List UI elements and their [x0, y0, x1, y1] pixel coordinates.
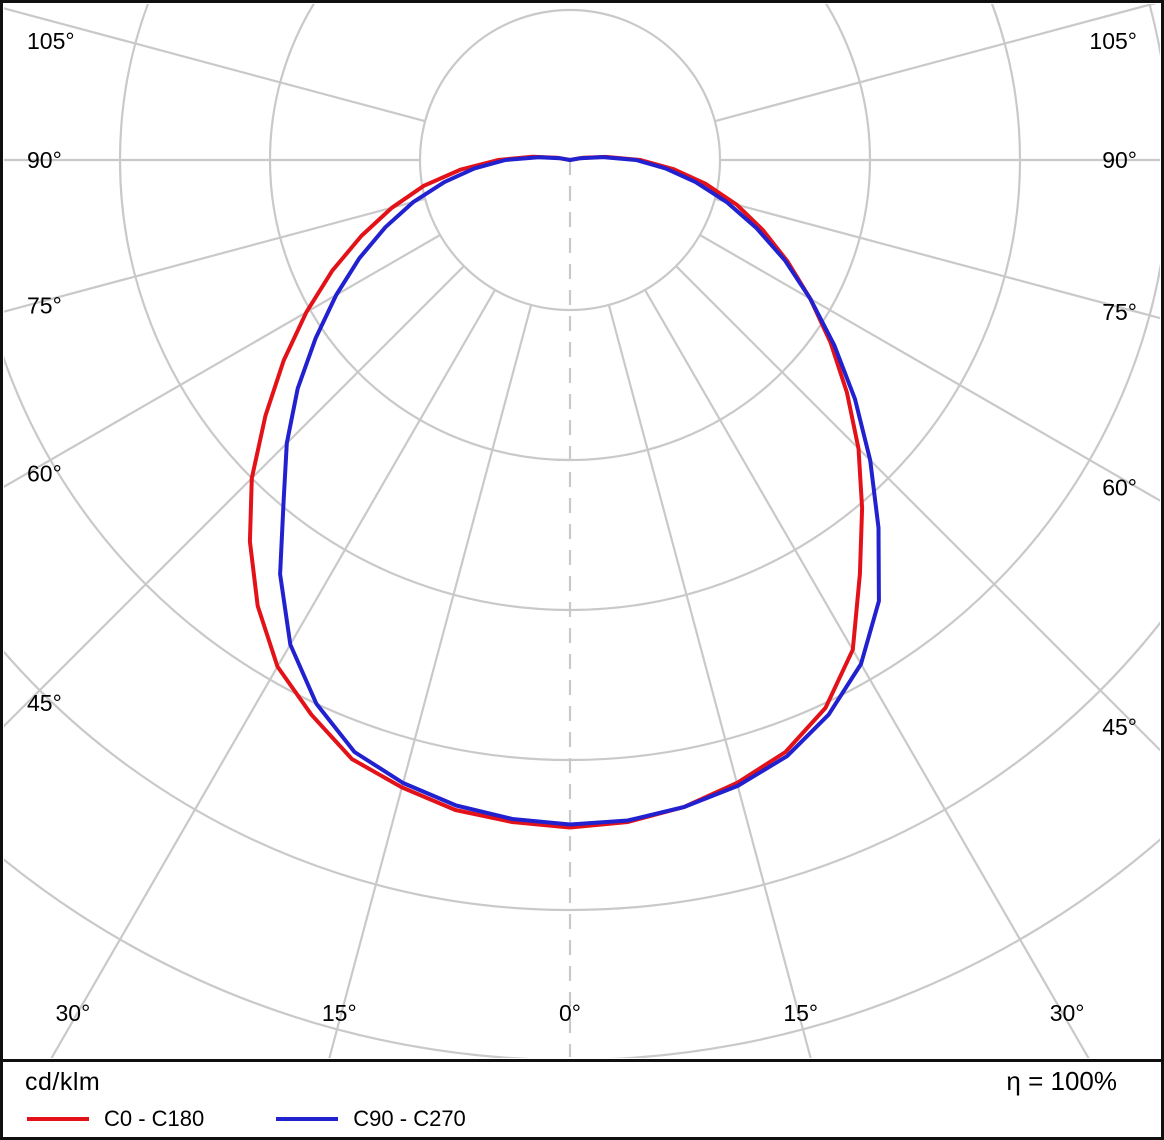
efficiency-label: η = 100%: [1006, 1066, 1117, 1096]
radial-line: [4, 7, 426, 123]
angle-label: 105°: [1089, 28, 1137, 54]
angle-label: 45°: [1102, 714, 1137, 740]
angle-label: 15°: [322, 1000, 357, 1026]
radial-line: [4, 197, 426, 313]
radial-line: [644, 289, 1090, 1058]
series-c0-c180-swatch: [27, 1116, 89, 1121]
intensity-curves: [247, 154, 881, 830]
angle-label: 75°: [27, 292, 62, 318]
ring-circle: [4, 838, 1160, 1058]
angle-label: 30°: [1050, 1000, 1085, 1026]
radial-line: [607, 304, 812, 1058]
ring-circle: [268, 4, 872, 462]
radial-line: [714, 4, 1157, 123]
curve-c0-c180: [247, 154, 865, 830]
legend-entries: C0 - C180 C90 - C270: [25, 1097, 477, 1138]
angle-label: 30°: [56, 1000, 91, 1026]
radial-line: [699, 234, 1160, 502]
angle-label: 0°: [559, 1000, 581, 1026]
angle-label: 90°: [1102, 147, 1137, 173]
radial-line: [4, 234, 441, 489]
angle-label: 75°: [1102, 299, 1137, 325]
series-c0-c180-label: C0 - C180: [104, 1105, 205, 1131]
polar-plot-area: 0° 15° 30° 45° 60° 75° 90° 105° 15° 30° 45° 60° 75° 9…: [3, 3, 1161, 1062]
ring-circle: [119, 4, 1021, 611]
angle-label: 60°: [1102, 474, 1137, 500]
radial-line: [50, 289, 496, 1058]
series-c90-c270-swatch: [276, 1116, 339, 1121]
ring-circle: [4, 621, 1160, 911]
polar-grid: [4, 4, 1160, 1058]
series-c90-c270-label: C90 - C270: [353, 1105, 466, 1131]
units-label: cd/klm: [25, 1068, 101, 1096]
angle-label: 15°: [783, 1000, 818, 1026]
curve-c90-c270: [278, 155, 881, 827]
angle-label: 45°: [27, 690, 62, 716]
radial-line: [714, 197, 1160, 320]
polar-chart-svg: 0° 15° 30° 45° 60° 75° 90° 105° 15° 30° 45° 60° 75° 9…: [4, 4, 1160, 1058]
radial-line: [328, 304, 533, 1058]
angle-label: 90°: [27, 147, 62, 173]
angle-label: 105°: [27, 28, 75, 54]
ring-circle: [4, 4, 1160, 761]
angle-labels: 0° 15° 30° 45° 60° 75° 90° 105° 15° 30° 45° 60° 75° 9…: [27, 28, 1137, 1026]
legend-top-row: cd/klm η = 100%: [25, 1067, 1141, 1097]
radial-line: [675, 265, 1160, 752]
legend: cd/klm η = 100% C0 - C180 C90 - C270: [3, 1062, 1161, 1138]
radial-line: [4, 265, 465, 728]
angle-label: 60°: [27, 461, 62, 487]
